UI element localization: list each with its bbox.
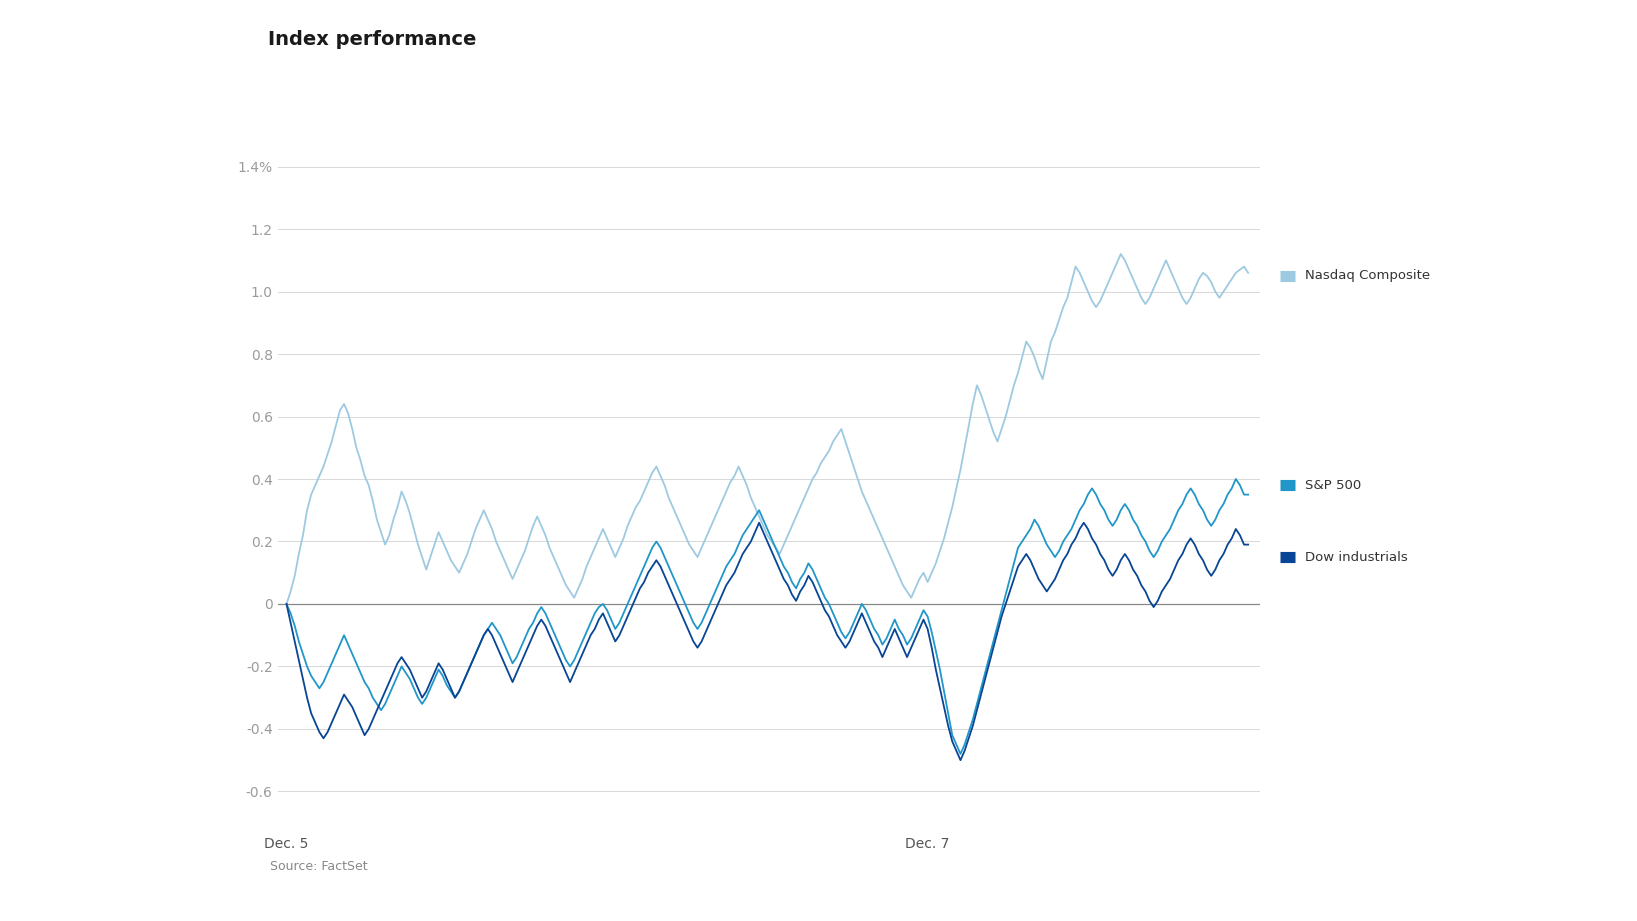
Text: S&P 500: S&P 500 <box>1305 479 1360 492</box>
Text: Nasdaq Composite: Nasdaq Composite <box>1305 270 1429 283</box>
Text: Dow industrials: Dow industrials <box>1305 551 1408 564</box>
Text: Source: FactSet: Source: FactSet <box>270 860 368 873</box>
Text: Index performance: Index performance <box>268 29 476 49</box>
